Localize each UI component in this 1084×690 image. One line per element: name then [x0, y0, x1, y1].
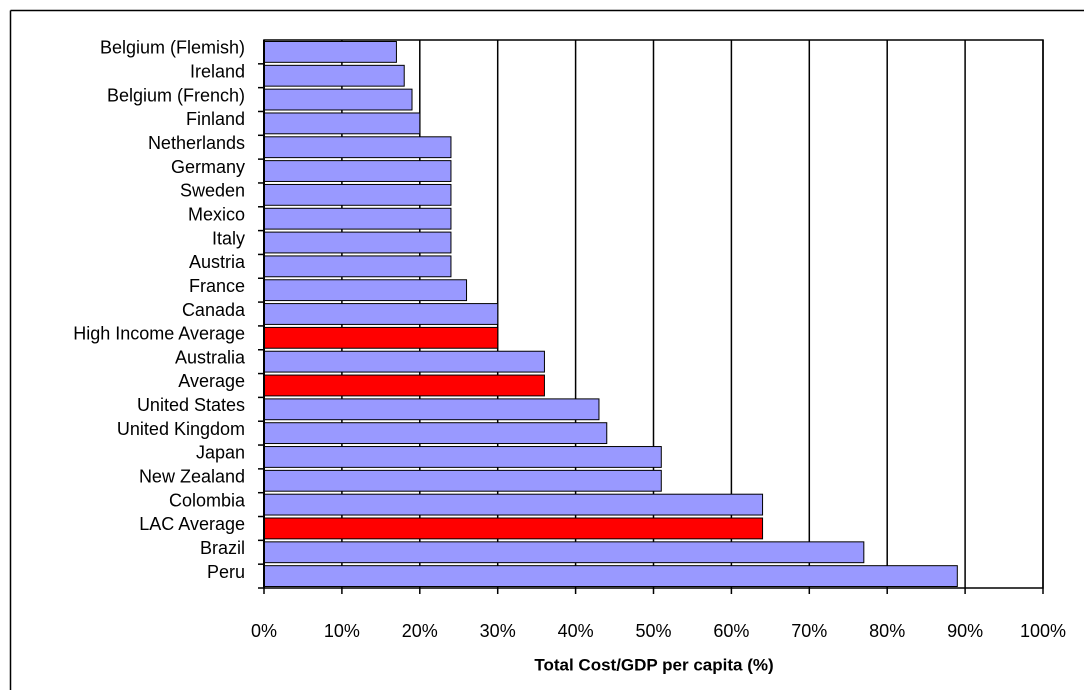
y-tick-label: Brazil — [200, 538, 245, 558]
y-tick-label: Australia — [175, 347, 246, 367]
y-tick-label: Japan — [196, 443, 245, 463]
x-tick-label: 40% — [558, 621, 594, 641]
y-tick-label: New Zealand — [139, 467, 245, 487]
y-tick-label: United States — [137, 395, 245, 415]
x-tick-label: 30% — [480, 621, 516, 641]
x-tick-label: 10% — [324, 621, 360, 641]
y-tick-label: Colombia — [169, 490, 246, 510]
bar — [263, 446, 662, 468]
x-axis-title: Total Cost/GDP per capita (%) — [534, 655, 773, 674]
bar — [263, 541, 865, 564]
bar — [263, 374, 545, 397]
y-tick-label: Peru — [207, 562, 245, 582]
x-tick-label: 80% — [869, 621, 905, 641]
bar — [263, 136, 452, 159]
y-tick-label: Finland — [186, 109, 245, 129]
y-tick-label: Sweden — [180, 181, 245, 201]
bar — [263, 279, 468, 302]
x-tick-label: 60% — [713, 621, 749, 641]
y-tick-label: LAC Average — [139, 514, 245, 534]
y-tick-label: High Income Average — [73, 324, 245, 344]
x-tick-label: 50% — [635, 621, 671, 641]
bar — [263, 422, 608, 445]
y-tick-label: Ireland — [190, 61, 245, 81]
bar — [263, 398, 600, 421]
bar — [263, 64, 405, 87]
y-tick-label: United Kingdom — [117, 419, 245, 439]
bar — [263, 231, 452, 254]
bar — [263, 160, 452, 182]
y-tick-label: Mexico — [188, 204, 245, 224]
bar — [263, 183, 452, 206]
y-tick-label: Italy — [212, 228, 245, 248]
y-tick-label: Average — [178, 371, 245, 391]
y-tick-label: Austria — [189, 252, 246, 272]
bar — [263, 303, 499, 325]
bar — [263, 469, 662, 492]
y-tick-label: France — [189, 276, 245, 296]
bar — [263, 112, 421, 135]
y-tick-label: Belgium (Flemish) — [100, 38, 245, 58]
bar — [263, 88, 413, 111]
bar — [263, 41, 397, 63]
bar — [263, 565, 958, 587]
y-tick-label: Netherlands — [148, 133, 245, 153]
x-tick-label: 90% — [947, 621, 983, 641]
y-tick-label: Canada — [182, 300, 246, 320]
x-tick-label: 0% — [251, 621, 277, 641]
bar — [263, 207, 452, 230]
y-tick-label: Germany — [171, 157, 245, 177]
y-tick-label: Belgium (French) — [107, 85, 245, 105]
bar — [263, 255, 452, 278]
bar — [263, 493, 764, 516]
x-tick-label: 20% — [402, 621, 438, 641]
bar — [263, 326, 499, 349]
x-tick-label: 100% — [1020, 621, 1066, 641]
bar — [263, 517, 764, 540]
bar — [263, 350, 545, 373]
x-tick-label: 70% — [791, 621, 827, 641]
